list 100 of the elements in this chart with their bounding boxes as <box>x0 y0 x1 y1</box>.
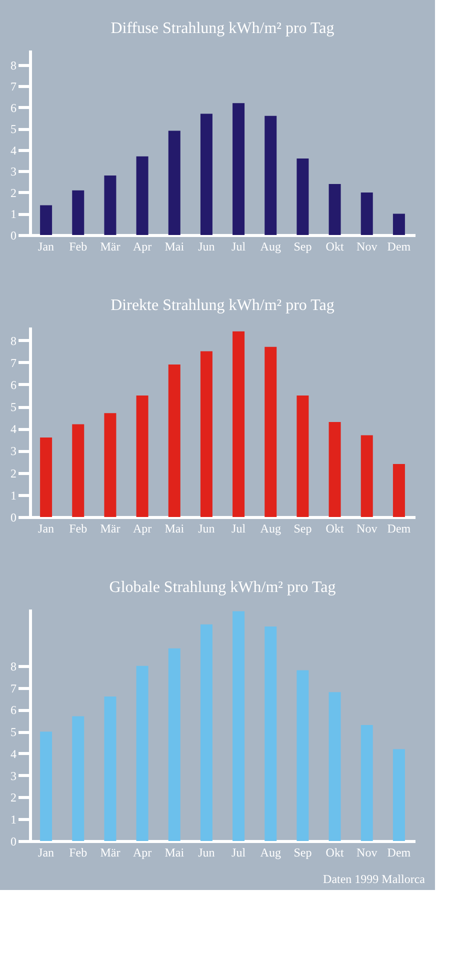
x-tick-label: Jul <box>232 846 246 860</box>
x-tick-label: Mär <box>100 240 120 254</box>
chart-title: Direkte Strahlung kWh/m² pro Tag <box>110 297 334 314</box>
y-tick-label: 0 <box>10 228 16 242</box>
x-tick-label: Dem <box>387 240 412 254</box>
y-tick-label: 4 <box>10 746 16 761</box>
y-tick-label: 3 <box>10 444 16 458</box>
x-tick-label: Feb <box>69 522 88 536</box>
y-tick-label: 5 <box>10 725 16 740</box>
x-tick-label: Okt <box>326 240 344 254</box>
bar <box>72 716 84 841</box>
x-tick-label: Jul <box>232 522 246 536</box>
y-tick-label: 8 <box>10 58 16 72</box>
x-tick-label: Feb <box>69 846 88 860</box>
x-tick-label: Aug <box>260 240 281 254</box>
x-tick-label: Jan <box>38 846 54 860</box>
y-tick-label: 8 <box>10 334 16 348</box>
bar <box>136 156 148 235</box>
bar <box>232 103 245 235</box>
bar <box>232 611 245 841</box>
bar <box>264 116 277 235</box>
y-tick-label: 3 <box>10 768 16 783</box>
bar <box>392 464 405 517</box>
y-tick-label: 2 <box>10 790 16 805</box>
bar <box>104 413 116 517</box>
bar <box>168 364 180 517</box>
y-tick-label: 3 <box>10 164 16 179</box>
x-tick-label: Apr <box>132 522 152 536</box>
x-tick-label: Mai <box>164 522 185 536</box>
text: Daten 1999 Mallorca <box>323 872 426 886</box>
bar <box>328 692 341 841</box>
x-tick-label: Mai <box>164 240 185 254</box>
x-tick-label: Sep <box>294 522 312 536</box>
bar <box>360 725 373 841</box>
x-tick-label: Jul <box>232 240 246 254</box>
bar <box>136 666 148 841</box>
x-tick-label: Nov <box>356 240 378 254</box>
bar <box>232 331 245 517</box>
y-tick-label: 8 <box>10 659 16 674</box>
x-tick-label: Nov <box>356 846 378 860</box>
x-tick-label: Feb <box>69 240 88 254</box>
y-tick-label: 1 <box>10 488 16 502</box>
x-tick-label: Apr <box>132 846 152 860</box>
bar <box>40 437 52 517</box>
bar <box>136 395 148 517</box>
y-tick-label: 4 <box>10 422 16 436</box>
bar <box>296 158 309 235</box>
bar <box>104 175 116 235</box>
x-tick-label: Sep <box>294 846 312 860</box>
bar <box>200 114 212 235</box>
x-tick-label: Sep <box>294 240 312 254</box>
bar <box>40 205 52 235</box>
y-tick-label: 1 <box>10 207 16 222</box>
y-tick-label: 1 <box>10 812 16 827</box>
y-tick-label: 6 <box>10 378 16 392</box>
bar <box>200 351 212 517</box>
x-tick-label: Jun <box>198 240 215 254</box>
y-tick-label: 5 <box>10 122 16 136</box>
chart-title: Globale Strahlung kWh/m² pro Tag <box>109 579 336 596</box>
y-tick-label: 7 <box>10 356 16 370</box>
bar <box>328 422 341 517</box>
bar <box>328 184 341 235</box>
x-tick-label: Okt <box>326 846 344 860</box>
x-tick-label: Mai <box>164 846 185 860</box>
bar <box>72 190 84 235</box>
y-tick-label: 2 <box>10 466 16 480</box>
x-tick-label: Aug <box>260 522 281 536</box>
y-tick-label: 0 <box>10 834 16 848</box>
y-tick-label: 7 <box>10 80 16 94</box>
x-tick-label: Jun <box>198 522 215 536</box>
bar <box>104 696 116 841</box>
x-tick-label: Okt <box>326 522 344 536</box>
y-tick-label: 6 <box>10 100 16 115</box>
bar <box>296 395 309 517</box>
x-tick-label: Aug <box>260 846 281 860</box>
x-tick-label: Nov <box>356 522 378 536</box>
bar <box>392 749 405 841</box>
chart-title: Diffuse Strahlung kWh/m² pro Tag <box>110 20 334 37</box>
x-tick-label: Mär <box>100 522 120 536</box>
bar <box>168 130 180 235</box>
x-tick-label: Jan <box>38 522 54 536</box>
bar <box>360 435 373 517</box>
x-tick-label: Dem <box>387 522 412 536</box>
y-tick-label: 0 <box>10 510 16 524</box>
y-tick-label: 5 <box>10 400 16 414</box>
bar <box>264 346 277 517</box>
x-tick-label: Dem <box>387 846 412 860</box>
y-tick-label: 2 <box>10 186 16 200</box>
bar <box>296 670 309 841</box>
y-tick-label: 6 <box>10 703 16 718</box>
y-tick-label: 4 <box>10 143 16 158</box>
x-tick-label: Mär <box>100 846 120 860</box>
x-tick-label: Apr <box>132 240 152 254</box>
x-tick-label: Jun <box>198 846 215 860</box>
bar <box>360 192 373 235</box>
bar <box>392 214 405 235</box>
bar <box>200 624 212 841</box>
bar <box>168 648 180 841</box>
bar <box>72 424 84 517</box>
x-tick-label: Jan <box>38 240 54 254</box>
